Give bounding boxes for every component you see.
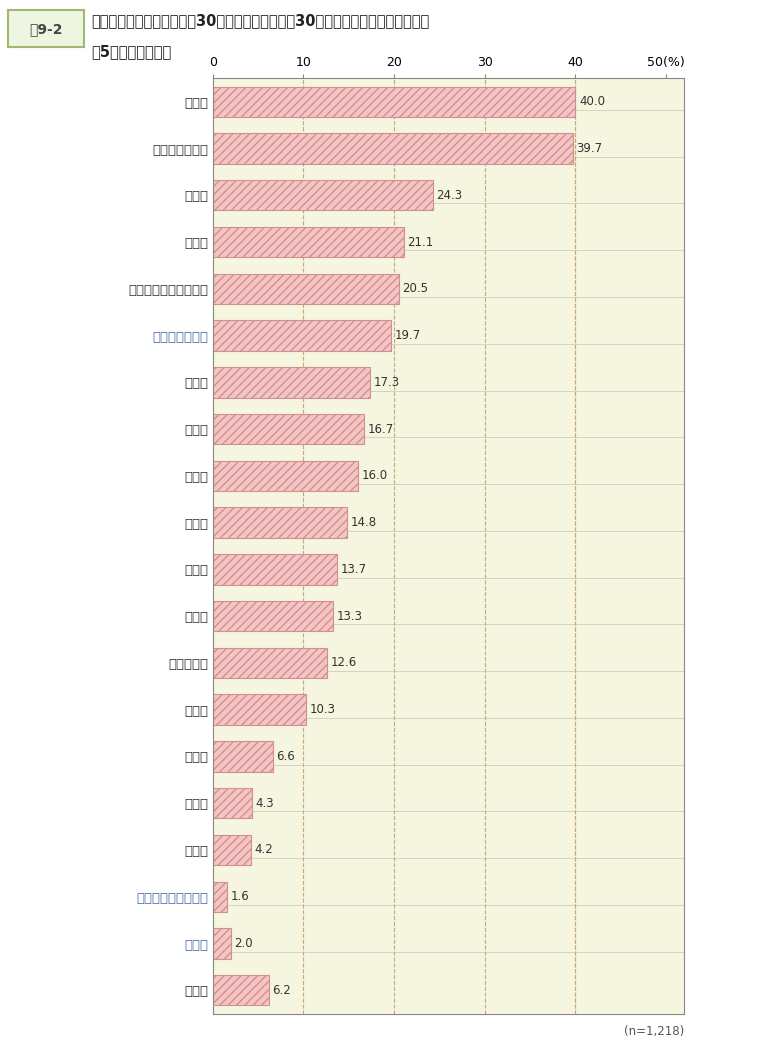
Text: 図9-2: 図9-2 (29, 22, 62, 36)
Bar (213, 975, 269, 1005)
Bar (213, 601, 334, 631)
Text: 6.6: 6.6 (276, 750, 295, 763)
Text: 13.7: 13.7 (340, 563, 366, 576)
Text: 17.3: 17.3 (373, 376, 399, 389)
Bar (213, 508, 347, 538)
Text: 1.6: 1.6 (231, 890, 250, 903)
Bar (213, 788, 252, 818)
Text: 40.0: 40.0 (579, 95, 605, 109)
Text: (n=1,218): (n=1,218) (624, 1025, 684, 1038)
Bar (213, 882, 227, 912)
Bar (213, 180, 433, 210)
Text: 4.2: 4.2 (255, 843, 274, 857)
Text: 21.1: 21.1 (407, 235, 434, 249)
Text: 39.7: 39.7 (576, 142, 602, 155)
Text: 12.6: 12.6 (331, 656, 357, 670)
Text: 4.3: 4.3 (255, 796, 274, 810)
Text: 14.8: 14.8 (350, 516, 377, 529)
Bar (213, 554, 337, 584)
Text: （5つまで回答可）: （5つまで回答可） (91, 44, 172, 60)
Text: 16.0: 16.0 (362, 469, 388, 483)
Bar (213, 835, 251, 865)
Bar (213, 648, 327, 678)
Text: 2.0: 2.0 (235, 937, 253, 950)
Text: 10.3: 10.3 (310, 703, 336, 716)
Bar (213, 695, 306, 725)
Bar (213, 741, 273, 771)
Text: 13.3: 13.3 (337, 609, 363, 623)
Bar (213, 134, 572, 164)
Bar (213, 87, 575, 117)
Bar (213, 227, 404, 257)
Text: 24.3: 24.3 (436, 189, 463, 202)
Bar (213, 274, 398, 304)
Text: 16.7: 16.7 (368, 422, 394, 436)
Bar (213, 321, 391, 351)
Bar (213, 367, 369, 397)
Bar (213, 928, 231, 958)
Bar (213, 461, 358, 491)
Text: 19.7: 19.7 (395, 329, 421, 342)
Text: 【課長級職員調査】自身の30代と比較して現在の30代に物足りないと感じるもの: 【課長級職員調査】自身の30代と比較して現在の30代に物足りないと感じるもの (91, 13, 429, 28)
Bar (213, 414, 364, 444)
Text: 6.2: 6.2 (273, 983, 291, 997)
Text: 20.5: 20.5 (402, 282, 428, 296)
